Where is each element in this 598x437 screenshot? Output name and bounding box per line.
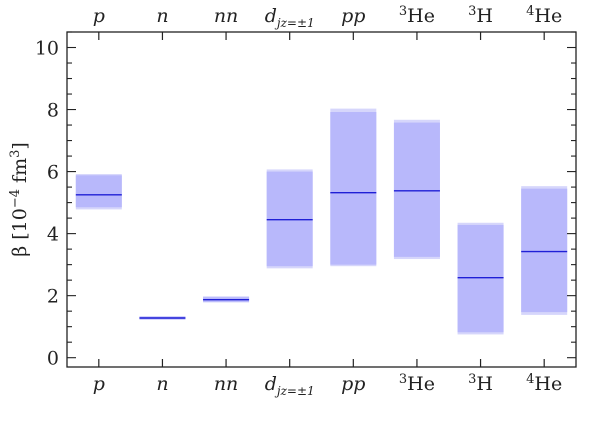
top-category-label-3H: 3H bbox=[468, 4, 493, 27]
band-inner-pp bbox=[330, 112, 377, 265]
bottom-category-label-pp: pp bbox=[341, 373, 365, 395]
y-tick-label: 0 bbox=[47, 348, 59, 370]
y-tick-label: 6 bbox=[47, 162, 59, 184]
bottom-category-label-nn: nn bbox=[214, 373, 238, 395]
top-category-label-d: djz=±1 bbox=[265, 5, 315, 30]
y-tick-label: 2 bbox=[47, 286, 59, 308]
top-category-label-nn: nn bbox=[214, 5, 238, 27]
top-category-label-n: n bbox=[156, 5, 168, 27]
bottom-category-label-n: n bbox=[156, 373, 168, 395]
band-inner-3He bbox=[393, 122, 440, 257]
band-inner-d bbox=[266, 171, 313, 267]
bottom-category-label-4He: 4He bbox=[526, 372, 562, 395]
bottom-category-label-3He: 3He bbox=[399, 372, 435, 395]
y-tick-label: 4 bbox=[47, 224, 59, 246]
bottom-category-label-3H: 3H bbox=[468, 372, 493, 395]
y-tick-label: 8 bbox=[47, 100, 59, 122]
band-inner-p bbox=[75, 175, 122, 208]
y-axis-label: β [10−4 fm3] bbox=[8, 142, 31, 257]
top-category-label-pp: pp bbox=[341, 5, 365, 27]
band-inner-4He bbox=[521, 188, 568, 313]
band-inner-3H bbox=[457, 224, 504, 333]
bottom-category-label-d: djz=±1 bbox=[265, 373, 315, 398]
plot-frame bbox=[66, 31, 577, 368]
bottom-category-label-p: p bbox=[93, 373, 105, 395]
bands-layer bbox=[75, 108, 568, 335]
top-category-label-3He: 3He bbox=[399, 4, 435, 27]
top-category-label-p: p bbox=[93, 5, 105, 27]
y-tick-label: 10 bbox=[35, 38, 59, 60]
top-category-label-4He: 4He bbox=[526, 4, 562, 27]
labels-layer: ppnnnnnndjz=±1djz=±1pppp3He3He3H3H4He4He… bbox=[35, 4, 562, 398]
ticks-layer bbox=[67, 31, 576, 367]
